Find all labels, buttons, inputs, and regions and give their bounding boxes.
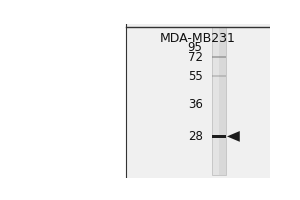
Text: 72: 72 bbox=[188, 51, 202, 64]
Bar bbox=[212, 27, 226, 175]
Text: 55: 55 bbox=[188, 70, 203, 83]
Text: MDA-MB231: MDA-MB231 bbox=[160, 32, 236, 45]
Bar bbox=[126, 24, 270, 178]
Polygon shape bbox=[227, 131, 240, 142]
Text: 28: 28 bbox=[188, 130, 203, 143]
Bar bbox=[212, 56, 226, 58]
Text: 36: 36 bbox=[188, 98, 203, 111]
Bar bbox=[212, 135, 226, 138]
Text: 95: 95 bbox=[188, 41, 203, 54]
Bar bbox=[212, 75, 226, 77]
Bar bbox=[213, 27, 219, 175]
